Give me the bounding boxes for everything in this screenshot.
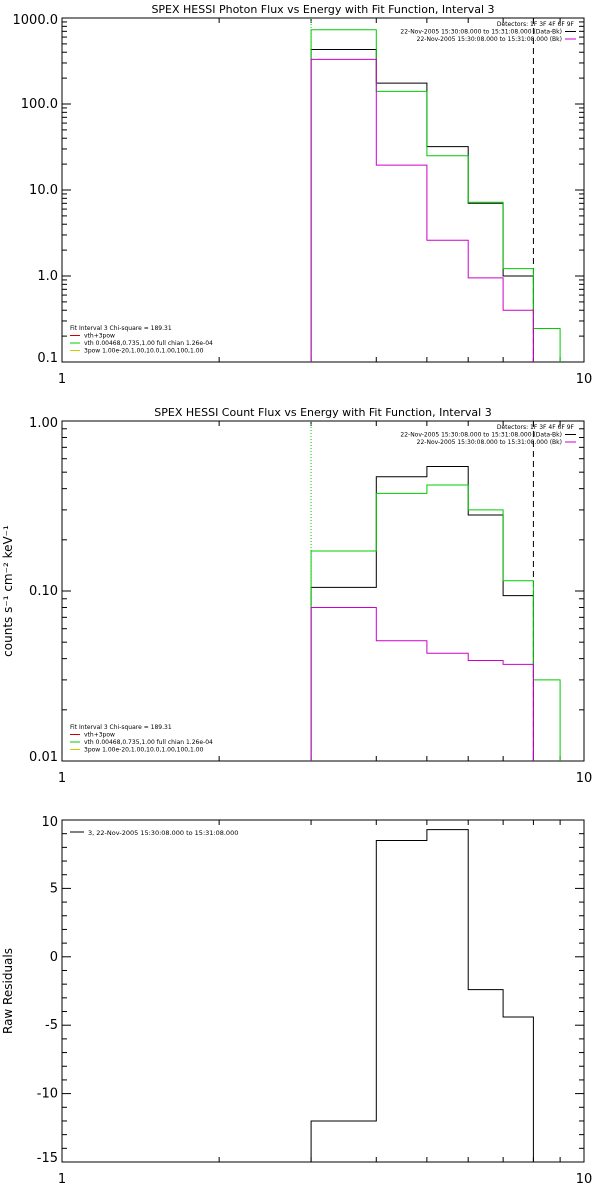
x-tick-label: 1 <box>58 1172 66 1187</box>
histogram-series <box>310 829 534 1162</box>
y-tick-label: 1.0 <box>37 269 58 284</box>
y-tick-label: -5 <box>45 1018 58 1033</box>
legend-entry: 3, 22-Nov-2005 15:30:08.000 to 15:31:08.… <box>88 829 238 837</box>
histogram-series <box>310 58 534 362</box>
legend-entry: vth 0.00468,0.735,1.00 full chian 1.26e-… <box>84 739 213 746</box>
legend-entry: 22-Nov-2005 15:30:08.000 to 15:31:08.000… <box>417 439 562 446</box>
x-tick-label: 10 <box>576 1172 593 1187</box>
legend-entry: Fit Interval 3 Chi-square = 189.31 <box>70 724 172 731</box>
y-axis-label: Raw Residuals <box>1 948 15 1034</box>
legend-entry: 22-Nov-2005 15:30:08.000 to 15:31:08.000… <box>417 36 562 43</box>
y-tick-label: 0.01 <box>29 750 58 765</box>
y-axis-label: counts s⁻¹ cm⁻² keV⁻¹ <box>1 525 15 657</box>
plot-frame <box>61 420 585 762</box>
histogram-series <box>310 466 534 761</box>
x-tick-label: 1 <box>58 372 66 387</box>
legend-entry: vth+3pow <box>84 333 115 340</box>
chart-title: SPEX HESSI Photon Flux vs Energy with Fi… <box>151 3 494 16</box>
legend-entry: 22-Nov-2005 15:30:08.000 to 15:31:08.000… <box>400 29 562 36</box>
legend-entry: Detectors: 1F 3F 4F 6F 9F <box>497 21 575 28</box>
y-tick-label: -15 <box>37 1151 58 1166</box>
y-tick-label: 1000.0 <box>13 13 59 28</box>
legend-entry: Detectors: 1F 3F 4F 6F 9F <box>497 424 575 431</box>
y-tick-label: -10 <box>37 1087 58 1102</box>
y-tick-label: 10.0 <box>29 183 58 198</box>
y-tick-label: 0 <box>50 950 58 965</box>
legend-entry: Fit Interval 3 Chi-square = 189.31 <box>70 325 172 332</box>
y-tick-label: 0.1 <box>37 351 58 366</box>
legend-entry: 3pow 1.00e-20,1.00,10.0,1.00,100,1.00 <box>84 747 204 754</box>
histogram-series <box>310 49 534 362</box>
x-tick-label: 10 <box>576 372 593 387</box>
legend-entry: 22-Nov-2005 15:30:08.000 to 15:31:08.000… <box>400 432 562 439</box>
legend-entry: vth 0.00468,0.735,1.00 full chian 1.26e-… <box>84 340 213 347</box>
y-tick-label: 1.00 <box>29 416 58 431</box>
histogram-series <box>310 29 561 362</box>
chart-title: SPEX HESSI Count Flux vs Energy with Fit… <box>154 406 491 419</box>
y-tick-label: 10 <box>41 815 58 830</box>
histogram-series <box>310 484 561 761</box>
plot-frame <box>61 819 585 1163</box>
legend-entry: 3pow 1.00e-20,1.00,10.0,1.00,100,1.00 <box>84 348 204 355</box>
y-tick-label: 100.0 <box>21 97 58 112</box>
x-tick-label: 10 <box>576 771 593 786</box>
legend-entry: vth+3pow <box>84 732 115 739</box>
y-tick-label: 0.10 <box>29 584 58 599</box>
x-tick-label: 1 <box>58 771 66 786</box>
histogram-series <box>310 607 534 761</box>
y-tick-label: 5 <box>50 881 58 896</box>
